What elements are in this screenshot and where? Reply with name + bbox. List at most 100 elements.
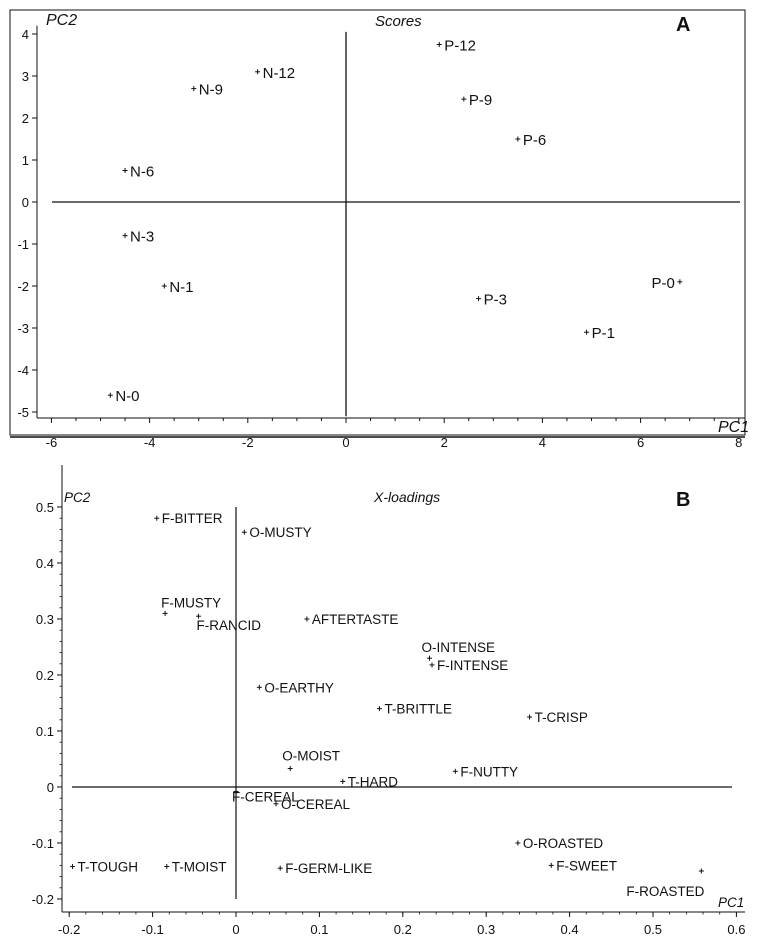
loading-point-label: T-MOIST — [172, 860, 227, 875]
loading-point-label: O-EARTHY — [264, 680, 334, 695]
score-point: P-12 — [436, 38, 476, 55]
panel-a-x-tick-label: 0 — [342, 435, 349, 450]
panel-b-title: X-loadings — [373, 489, 440, 505]
panel-b-x-axis-label: PC1 — [718, 895, 744, 910]
loading-point-label: T-CRISP — [535, 710, 588, 725]
panel-a-y-tick-label: 1 — [22, 153, 29, 168]
panel-b-y-tick-label: -0.2 — [32, 892, 54, 907]
panel-b-x-tick-label: 0 — [232, 922, 239, 937]
score-point: N-1 — [161, 279, 194, 296]
score-point-label: P-0 — [652, 275, 675, 292]
loading-point-label: O-MOIST — [282, 749, 340, 764]
panel-b-y-axis: 0.5 0.4 0.3 0.2 0.1 0 -0.1 -0.2 — [32, 500, 62, 907]
panel-a-y-tick-label: 3 — [22, 69, 29, 84]
panel-a-x-tick-label: 8 — [735, 435, 742, 450]
panel-b-y-tick-label: 0.4 — [36, 556, 54, 571]
score-point-label: P-3 — [484, 292, 507, 309]
panel-b-y-tick-label: 0.1 — [36, 724, 54, 739]
panel-a-x-tick-label: -2 — [242, 435, 254, 450]
panel-a-x-axis-label: PC1 — [718, 419, 749, 436]
score-point: P-1 — [584, 325, 615, 342]
panel-a-y-tick-label: 0 — [22, 195, 29, 210]
score-point: N-12 — [255, 65, 295, 82]
panel-a-y-tick-label: -2 — [17, 279, 29, 294]
panel-b-y-tick-label: 0.2 — [36, 668, 54, 683]
panel-b-x-tick-label: 0.3 — [477, 922, 495, 937]
loading-point-label: O-INTENSE — [421, 640, 495, 655]
loading-point: F-ROASTED — [626, 868, 705, 899]
panel-b-loadings: -0.2 -0.1 0 0.1 0.2 0.3 0.4 0.5 0.6 0.5 0.4 0.3 0.2… — [32, 465, 745, 937]
panel-a-y-axis: 4 3 2 1 0 -1 -2 -3 -4 -5 — [17, 25, 38, 420]
panel-a-y-tick-label: -3 — [17, 321, 29, 336]
panel-b-y-tick-label: 0.3 — [36, 612, 54, 627]
panel-b-x-tick-label: 0.4 — [561, 922, 579, 937]
loading-point: T-BRITTLE — [376, 702, 452, 717]
loading-point-label: AFTERTASTE — [312, 612, 399, 627]
score-point-label: N-6 — [130, 164, 154, 181]
loading-point: F-SWEET — [548, 858, 617, 873]
score-point-label: N-0 — [115, 388, 139, 405]
score-point-label: N-9 — [199, 82, 223, 99]
loading-point: F-CEREAL — [232, 788, 299, 804]
score-point-label: P-6 — [523, 132, 546, 149]
loading-point-label: F-RANCID — [196, 618, 261, 633]
panel-b-zero-lines — [72, 507, 732, 899]
loading-point-label: T-HARD — [348, 774, 399, 789]
loading-point-label: T-BRITTLE — [384, 702, 452, 717]
loading-point: F-BITTER — [154, 511, 223, 526]
loading-point: O-MUSTY — [241, 525, 312, 540]
loading-point: F-NUTTY — [452, 764, 518, 779]
score-point: P-3 — [476, 292, 507, 309]
score-point: N-0 — [107, 388, 139, 405]
panel-b-letter: B — [676, 489, 690, 511]
loading-point-label: F-INTENSE — [437, 658, 508, 673]
loading-point-label: F-GERM-LIKE — [285, 861, 372, 876]
loading-point: AFTERTASTE — [304, 612, 398, 627]
panel-a-y-tick-label: -1 — [17, 237, 29, 252]
panel-a-letter: A — [676, 14, 690, 36]
panel-a-y-tick-label: 4 — [22, 27, 29, 42]
loading-point-label: O-CEREAL — [281, 797, 351, 812]
panel-b-x-axis: -0.2 -0.1 0 0.1 0.2 0.3 0.4 0.5 0.6 — [58, 912, 745, 937]
score-point-label: N-12 — [263, 65, 296, 82]
loading-point: T-TOUGH — [70, 860, 138, 875]
score-point: P-9 — [461, 92, 492, 109]
loading-point-label: F-SWEET — [556, 858, 617, 873]
panel-a-title: Scores — [375, 13, 422, 30]
panel-b-y-tick-label: 0.5 — [36, 500, 54, 515]
loading-point: O-EARTHY — [256, 680, 334, 695]
loading-point: T-MOIST — [164, 860, 227, 875]
panel-b-points: F-BITTER O-MUSTY F-MUSTY F-RANCID AFTERTASTE… — [70, 511, 705, 899]
loading-point: F-INTENSE — [429, 658, 508, 673]
panel-a-x-tick-label: -4 — [144, 435, 156, 450]
loading-point-label: F-NUTTY — [460, 764, 518, 779]
panel-b-x-tick-label: 0.2 — [394, 922, 412, 937]
panel-a-y-tick-label: 2 — [22, 111, 29, 126]
loading-point: F-RANCID — [195, 613, 261, 633]
loading-point: F-GERM-LIKE — [277, 861, 372, 876]
score-point: N-9 — [191, 82, 223, 99]
panel-b-x-tick-label: 0.6 — [727, 922, 745, 937]
panel-b-x-tick-label: -0.2 — [58, 922, 80, 937]
loading-point: T-CRISP — [527, 710, 588, 725]
panel-a-x-tick-label: 2 — [441, 435, 448, 450]
panel-a-y-tick-label: -4 — [17, 363, 29, 378]
loading-point-label: F-ROASTED — [626, 884, 704, 899]
panel-b-x-tick-label: 0.5 — [644, 922, 662, 937]
loading-point: F-MUSTY — [161, 595, 221, 616]
loading-point-label: O-ROASTED — [523, 836, 604, 851]
loading-point-label: O-MUSTY — [249, 525, 311, 540]
loading-point-label: F-CEREAL — [232, 789, 299, 804]
loading-point: T-HARD — [340, 774, 398, 789]
loading-point: O-CEREAL — [273, 797, 351, 812]
panel-a-x-tick-label: -6 — [46, 435, 58, 450]
panel-b-x-tick-label: 0.1 — [310, 922, 328, 937]
panel-b-y-tick-label: -0.1 — [32, 836, 54, 851]
panel-a-zero-lines — [52, 31, 740, 417]
score-point-label: P-9 — [469, 92, 492, 109]
panel-a-y-axis-label: PC2 — [46, 12, 77, 29]
panel-a-scores: -6 -4 -2 0 2 4 6 8 4 3 2 1 0 -1 -2 -3 -4 -5 N-0 N-1 N-3 N-6… — [9, 9, 749, 450]
panel-b-y-tick-label: 0 — [47, 780, 54, 795]
score-point: P-0 — [652, 275, 683, 292]
